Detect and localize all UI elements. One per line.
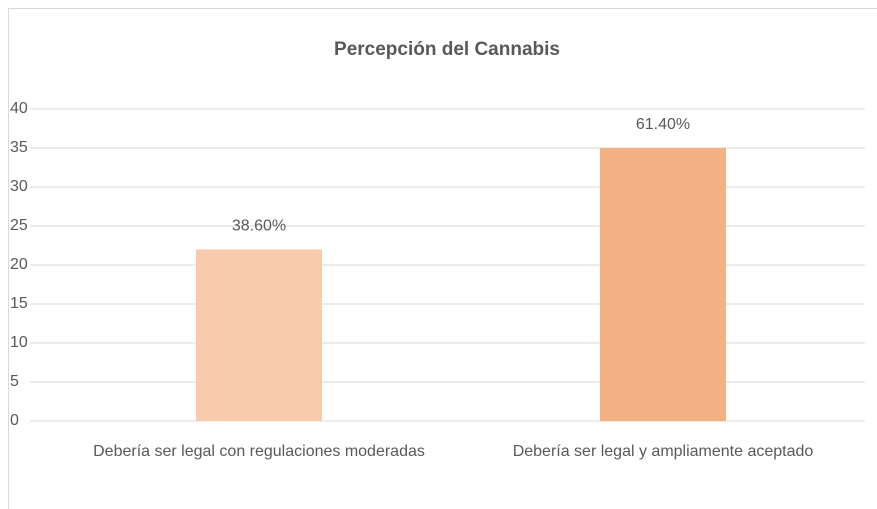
y-tick-label: 30 <box>10 178 28 195</box>
y-tick-label: 15 <box>10 295 28 312</box>
chart-border <box>8 8 877 509</box>
data-label: 61.40% <box>636 116 690 133</box>
bar <box>600 148 726 421</box>
y-tick-label: 35 <box>10 139 28 156</box>
y-tick-label: 40 <box>10 100 28 117</box>
bar <box>196 249 322 421</box>
y-tick-label: 25 <box>10 217 28 234</box>
data-label: 38.60% <box>232 218 286 235</box>
y-tick-label: 5 <box>10 373 19 390</box>
y-tick-label: 10 <box>10 334 28 351</box>
x-tick-label: Debería ser legal con regulaciones moder… <box>93 443 425 460</box>
y-tick-label: 20 <box>10 256 28 273</box>
chart-title: Percepción del Cannabis <box>334 39 560 60</box>
y-tick-label: 0 <box>10 412 19 429</box>
x-tick-label: Debería ser legal y ampliamente aceptado <box>512 443 814 460</box>
